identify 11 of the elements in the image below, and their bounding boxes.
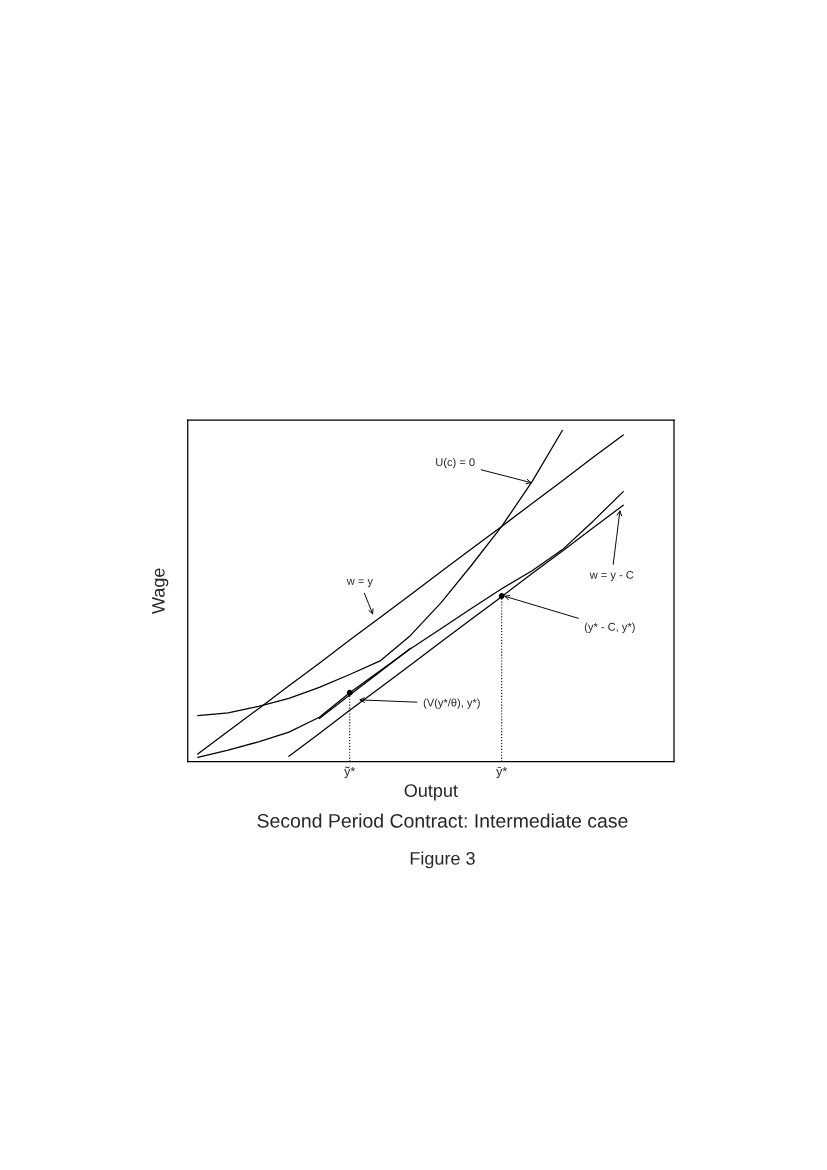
text: Second Period Contract: Intermediate case: [257, 813, 628, 828]
caption: Figure 3: [410, 851, 475, 869]
annotation: (y* - C, y*): [584, 622, 635, 633]
annotation: (V(y*/θ), y*): [423, 698, 480, 709]
annotation: U(c) = 0: [436, 457, 475, 469]
annotation: w = y - C: [589, 570, 634, 581]
x-tick-label: ỹ*: [344, 766, 356, 779]
x-tick-label: ȳ*: [496, 766, 508, 779]
x-axis-title: Output: [404, 784, 458, 801]
annotation: w = y: [346, 578, 373, 588]
y-axis-title: Wage: [152, 568, 169, 615]
